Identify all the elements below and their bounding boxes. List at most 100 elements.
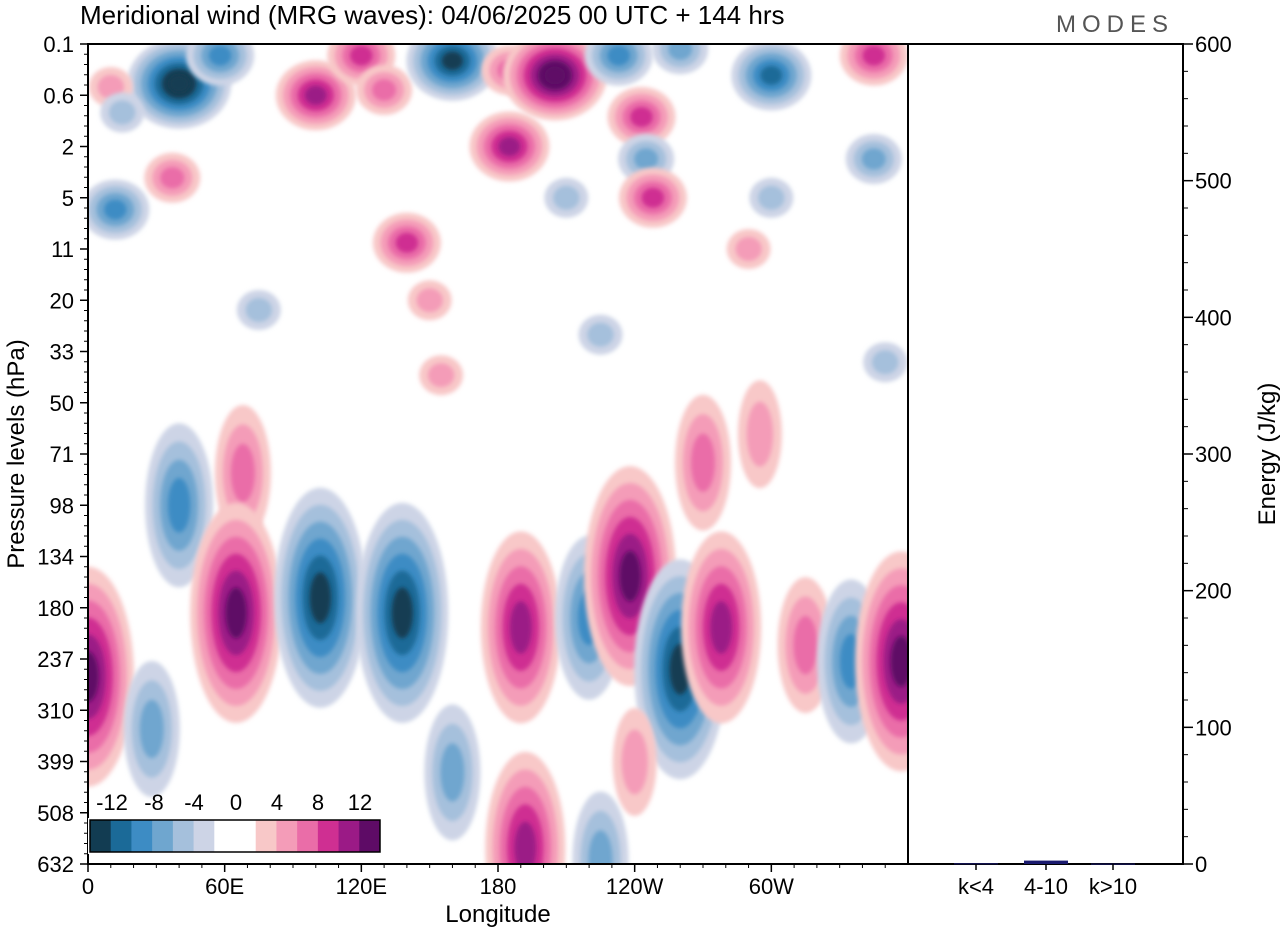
colorbar-swatch — [297, 820, 319, 852]
colorbar-label: -12 — [96, 790, 128, 815]
contour-ring — [498, 137, 521, 156]
wind-anomaly-feature — [681, 531, 762, 724]
colorbar-swatch — [152, 820, 174, 852]
energy-axes: 0 100 200 300 400 500 600 — [1183, 32, 1232, 877]
colorbar-frame — [89, 819, 381, 853]
y-tick-label: 98 — [50, 493, 74, 518]
colorbar-swatch — [338, 820, 360, 852]
energy-bar — [1024, 860, 1068, 864]
wind-anomaly-feature — [190, 502, 283, 723]
wind-anomaly-feature — [652, 44, 709, 75]
wind-anomaly-feature — [845, 134, 902, 184]
x-tick-label: 180 — [480, 874, 517, 899]
y-tick-label: 632 — [37, 852, 74, 877]
contour-ring — [168, 74, 190, 93]
wind-anomaly-feature — [372, 212, 441, 273]
contour-ring — [139, 699, 164, 759]
contour-ring — [104, 199, 127, 220]
contour-ring — [245, 298, 272, 322]
energy-y-tick-label: 400 — [1195, 305, 1232, 330]
contour-ring — [619, 550, 641, 602]
colorbar-swatch — [359, 820, 381, 852]
y-tick-label: 50 — [50, 391, 74, 416]
x-tick-label: 0 — [82, 874, 94, 899]
colorbar: -12 -8 -4 0 4 8 12 — [88, 790, 382, 854]
wind-anomaly-feature — [731, 44, 812, 111]
wind-anomaly-feature — [145, 423, 214, 588]
chart-title: Meridional wind (MRG waves): 04/06/2025 … — [80, 0, 785, 30]
contour-ring — [509, 601, 532, 654]
wind-anomaly-feature — [480, 531, 561, 724]
contour-ring — [544, 66, 566, 85]
wind-anomaly-feature — [485, 751, 566, 864]
colorbar-label: 12 — [348, 790, 372, 815]
energy-bar-chart: k<4 4-10 k>10 — [954, 860, 1137, 899]
x-tick-label: 60W — [749, 874, 794, 899]
contour-ring — [304, 85, 327, 105]
wind-anomaly-feature — [607, 87, 676, 147]
contour-ring — [634, 148, 659, 170]
contour-ring — [440, 743, 465, 802]
wind-anomaly-feature — [737, 380, 782, 489]
energy-y-tick-label: 0 — [1195, 852, 1207, 877]
contour-ring — [872, 350, 899, 375]
colorbar-swatch — [131, 820, 153, 852]
energy-y-tick-label: 300 — [1195, 442, 1232, 467]
contour-ring — [395, 232, 419, 253]
wind-anomaly-feature — [424, 704, 481, 841]
wind-anomaly-feature — [275, 60, 356, 131]
contour-ring — [441, 51, 463, 70]
wind-anomaly-feature — [123, 661, 180, 797]
y-tick-label: 180 — [37, 596, 74, 621]
contour-ring — [668, 44, 693, 60]
heatmap-plot — [88, 44, 908, 864]
contour-ring — [514, 821, 537, 864]
contour-ring — [587, 322, 614, 347]
contour-ring — [793, 616, 818, 675]
colorbar-swatch — [193, 820, 215, 852]
contour-ring — [861, 148, 886, 170]
colorbar-swatch — [235, 820, 257, 852]
y-tick-label: 399 — [37, 750, 74, 775]
y-tick-label: 2 — [62, 135, 74, 160]
contour-ring — [553, 185, 580, 210]
colorbar-swatch — [172, 820, 195, 852]
colorbar-label: 0 — [230, 790, 242, 815]
contour-ring — [890, 636, 908, 687]
x-axis-label: Longitude — [445, 901, 550, 928]
contour-ring — [760, 65, 783, 85]
wind-anomaly-feature — [100, 92, 145, 133]
energy-category-label: k<4 — [958, 874, 994, 899]
wind-anomaly-feature — [406, 44, 499, 101]
y-axis-label: Pressure levels (hPa) — [3, 339, 30, 568]
y-tick-label: 33 — [50, 340, 74, 365]
y-tick-label: 310 — [37, 698, 74, 723]
colorbar-swatch — [90, 820, 112, 852]
contour-ring — [630, 107, 653, 127]
energy-y-tick-label: 100 — [1195, 715, 1232, 740]
contour-ring — [391, 587, 413, 639]
energy-axis-label: Energy (J/kg) — [1254, 383, 1280, 526]
contour-ring — [225, 587, 247, 639]
contour-ring — [427, 363, 455, 388]
energy-y-tick-label: 200 — [1195, 579, 1232, 604]
wind-anomaly-feature — [356, 65, 413, 115]
wind-anomaly-feature — [572, 791, 629, 864]
wind-anomaly-feature — [144, 152, 201, 203]
wind-anomaly-feature — [356, 502, 449, 723]
colorbar-label: 8 — [312, 790, 324, 815]
modes-logo: MODES — [1056, 11, 1174, 38]
y-tick-label: 134 — [37, 545, 74, 570]
wind-anomaly-feature — [186, 44, 255, 86]
colorbar-label: -8 — [144, 790, 164, 815]
y-tick-label: 0.1 — [43, 32, 74, 57]
contour-ring — [167, 478, 191, 533]
wind-anomaly-feature — [502, 44, 607, 121]
colorbar-swatch — [255, 820, 277, 852]
contour-ring — [309, 572, 331, 624]
contour-ring — [735, 237, 762, 261]
wind-anomaly-feature — [88, 179, 150, 240]
contour-ring — [641, 187, 665, 208]
contour-ring — [691, 433, 715, 492]
